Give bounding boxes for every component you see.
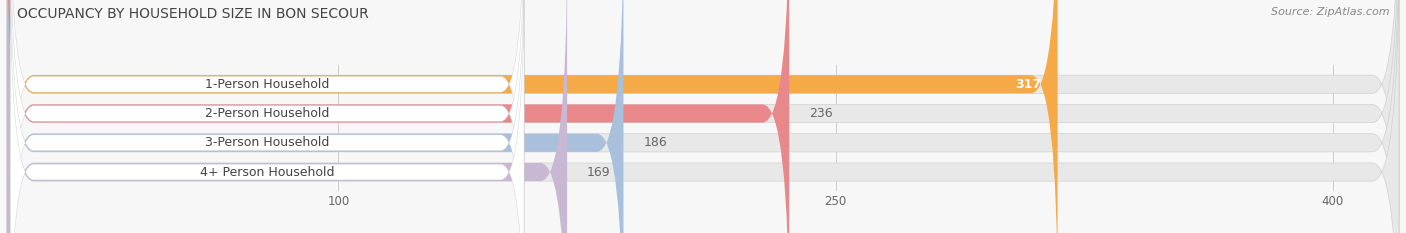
Text: OCCUPANCY BY HOUSEHOLD SIZE IN BON SECOUR: OCCUPANCY BY HOUSEHOLD SIZE IN BON SECOU… [17,7,368,21]
FancyBboxPatch shape [10,0,524,233]
FancyBboxPatch shape [7,0,1399,233]
Text: 2-Person Household: 2-Person Household [205,107,329,120]
Text: 317: 317 [1015,78,1040,91]
FancyBboxPatch shape [7,0,1399,233]
FancyBboxPatch shape [7,0,1057,233]
Text: 3-Person Household: 3-Person Household [205,136,329,149]
Text: 186: 186 [644,136,666,149]
FancyBboxPatch shape [7,0,789,233]
FancyBboxPatch shape [10,0,524,233]
Text: 236: 236 [808,107,832,120]
Text: Source: ZipAtlas.com: Source: ZipAtlas.com [1271,7,1389,17]
FancyBboxPatch shape [10,0,524,233]
FancyBboxPatch shape [7,0,1399,233]
Text: 4+ Person Household: 4+ Person Household [200,165,335,178]
FancyBboxPatch shape [10,0,524,233]
FancyBboxPatch shape [7,0,623,233]
Text: 1-Person Household: 1-Person Household [205,78,329,91]
FancyBboxPatch shape [7,0,1399,233]
FancyBboxPatch shape [7,0,567,233]
Text: 169: 169 [588,165,610,178]
